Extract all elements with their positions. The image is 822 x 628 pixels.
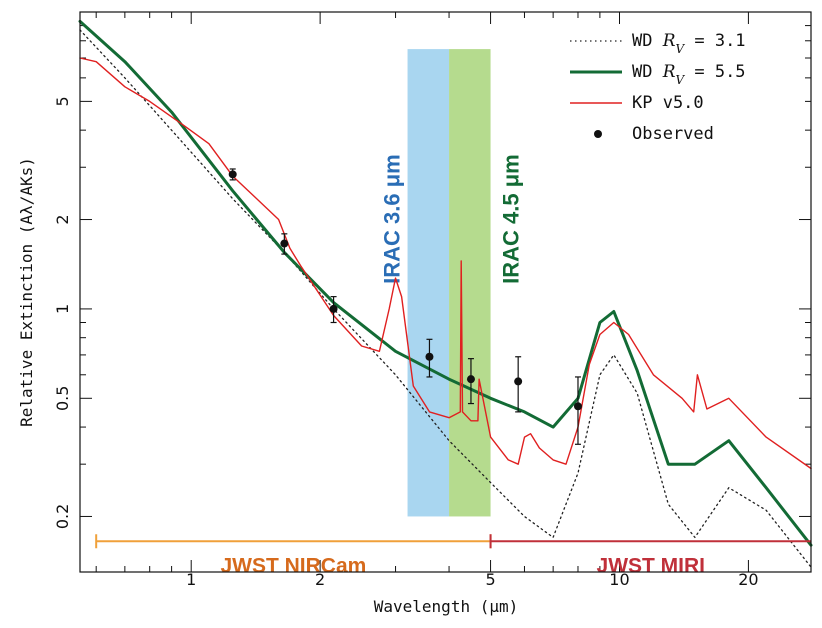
y-tick-label-0: 0.2 <box>53 504 72 529</box>
range-label-1: JWST MIRI <box>597 554 706 577</box>
observed-point-1 <box>280 239 289 248</box>
y-axis-title: Relative Extinction (Aλ/AKs) <box>17 157 36 427</box>
x-tick-label-3: 10 <box>609 570 629 589</box>
legend-label-1: WD RV = 5.5 <box>632 62 746 87</box>
band-rect-0 <box>407 49 450 517</box>
band-label-0: IRAC 3.6 μm <box>380 154 405 284</box>
y-tick-label-1: 0.5 <box>53 386 72 411</box>
observed-point-4 <box>466 375 475 384</box>
y-tick-label-4: 5 <box>53 96 72 106</box>
x-axis-title: Wavelength (μm) <box>374 597 519 616</box>
legend-label-0: WD RV = 3.1 <box>632 31 746 56</box>
series-line-0 <box>79 29 812 568</box>
observed-point-3 <box>425 352 434 361</box>
band-label-1: IRAC 4.5 μm <box>499 154 524 284</box>
bands-layer: IRAC 3.6 μm IRAC 4.5 μm <box>380 49 524 517</box>
legend-marker-3 <box>594 130 602 138</box>
x-tick-label-0: 1 <box>186 570 196 589</box>
observed-point-0 <box>228 170 237 179</box>
legend-background <box>555 24 805 162</box>
x-tick-label-4: 20 <box>738 570 758 589</box>
legend-label-2: KP v5.0 <box>632 93 704 113</box>
series-layer <box>78 19 813 568</box>
legend-label-3: Observed <box>632 124 714 144</box>
observed-layer <box>228 168 582 445</box>
legend: WD RV = 3.1 WD RV = 5.5 KP v5.0 Observed <box>555 24 805 162</box>
y-tick-label-2: 1 <box>53 304 72 314</box>
series-line-1 <box>78 19 813 547</box>
ticks-layer: 1 2 5 10 20 0.2 0.5 1 2 5 <box>53 12 811 589</box>
band-rect-1 <box>449 49 491 517</box>
range-label-0: JWST NIRCam <box>220 554 366 577</box>
y-tick-label-3: 2 <box>53 214 72 224</box>
observed-point-6 <box>573 402 582 411</box>
series-line-2 <box>79 57 812 470</box>
x-tick-label-1: 2 <box>315 570 325 589</box>
x-tick-label-2: 5 <box>485 570 495 589</box>
observed-point-5 <box>514 377 523 386</box>
observed-point-2 <box>329 304 338 313</box>
plot-frame <box>79 11 812 573</box>
